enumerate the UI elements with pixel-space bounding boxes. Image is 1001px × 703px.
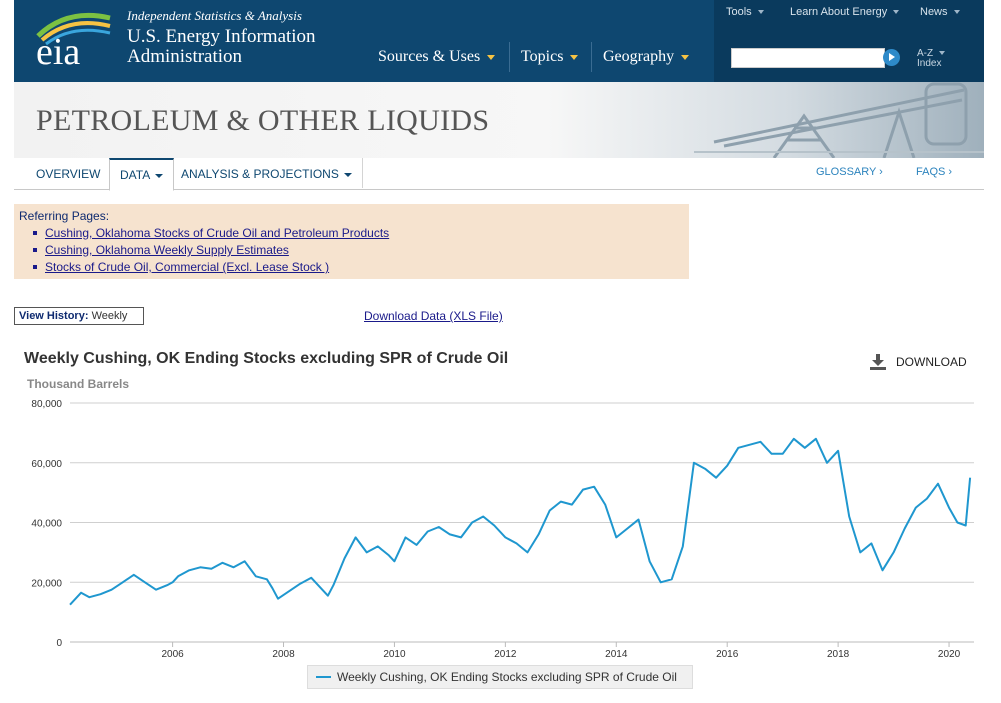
nav-divider bbox=[509, 42, 510, 72]
nav-topics[interactable]: Topics bbox=[521, 48, 579, 66]
utility-bar: Tools Learn About Energy News bbox=[714, 0, 984, 82]
x-tick-label: 2014 bbox=[605, 649, 628, 660]
x-tick-label: 2020 bbox=[938, 649, 961, 660]
download-label: DOWNLOAD bbox=[896, 355, 967, 369]
chevron-down-icon bbox=[681, 54, 690, 60]
org-name-line1: U.S. Energy Information bbox=[127, 26, 316, 47]
referring-link[interactable]: Cushing, Oklahoma Weekly Supply Estimate… bbox=[33, 243, 289, 257]
nav-sources-uses-label: Sources & Uses bbox=[378, 48, 481, 65]
az-index-label[interactable]: Index bbox=[917, 58, 942, 69]
chevron-down-icon bbox=[487, 54, 496, 60]
util-learn-label: Learn About Energy bbox=[790, 6, 888, 18]
util-news-label: News bbox=[920, 6, 948, 18]
x-tick-label: 2016 bbox=[716, 649, 739, 660]
nav-geography[interactable]: Geography bbox=[603, 48, 690, 66]
chevron-down-icon bbox=[953, 10, 960, 15]
tab-overview[interactable]: OVERVIEW bbox=[26, 158, 112, 188]
y-tick-label: 40,000 bbox=[31, 519, 62, 530]
x-tick-label: 2012 bbox=[494, 649, 517, 660]
y-tick-label: 20,000 bbox=[31, 578, 62, 589]
legend-label: Weekly Cushing, OK Ending Stocks excludi… bbox=[337, 670, 677, 684]
series-line bbox=[69, 437, 972, 606]
nav-sources-uses[interactable]: Sources & Uses bbox=[378, 48, 496, 66]
y-tick-label: 80,000 bbox=[31, 399, 62, 410]
view-history-select[interactable]: View History: Weekly bbox=[14, 307, 144, 325]
util-tools-label: Tools bbox=[726, 6, 752, 18]
chevron-down-icon bbox=[893, 10, 900, 15]
view-history-label: View History: bbox=[19, 310, 89, 322]
x-tick-label: 2006 bbox=[161, 649, 184, 660]
pumpjack-image bbox=[694, 82, 984, 158]
tagline: Independent Statistics & Analysis bbox=[127, 8, 302, 23]
az-index-link[interactable]: A-Z bbox=[917, 48, 946, 59]
referring-pages-heading: Referring Pages: bbox=[19, 209, 110, 223]
chevron-down-icon bbox=[939, 51, 946, 56]
chevron-down-icon bbox=[757, 10, 764, 15]
tab-analysis-projections[interactable]: ANALYSIS & PROJECTIONS bbox=[171, 158, 363, 188]
chart-y-label: Thousand Barrels bbox=[27, 377, 130, 391]
x-tick-label: 2008 bbox=[272, 649, 295, 660]
svg-text:eia: eia bbox=[36, 31, 80, 72]
tab-data-label: DATA bbox=[120, 168, 151, 182]
referring-pages-box: Referring Pages: Cushing, Oklahoma Stock… bbox=[14, 204, 689, 279]
site-header: eia Independent Statistics & Analysis U.… bbox=[14, 0, 984, 82]
tab-data[interactable]: DATA bbox=[109, 158, 175, 191]
search-go-button[interactable] bbox=[883, 49, 900, 66]
download-icon bbox=[870, 354, 886, 370]
chevron-down-icon bbox=[343, 172, 352, 177]
glossary-link[interactable]: GLOSSARY › bbox=[816, 166, 883, 178]
tab-analysis-label: ANALYSIS & PROJECTIONS bbox=[181, 167, 339, 181]
legend-swatch bbox=[316, 676, 331, 678]
eia-logo[interactable]: eia bbox=[32, 6, 114, 72]
x-tick-label: 2010 bbox=[383, 649, 406, 660]
az-label: A-Z bbox=[917, 48, 934, 59]
chart-plot: 0 20,000 40,000 60,000 80,000 2006 2008 2010 201… bbox=[31, 399, 974, 660]
faqs-link[interactable]: FAQS › bbox=[916, 166, 953, 178]
nav-topics-label: Topics bbox=[521, 48, 564, 65]
search-input[interactable] bbox=[731, 48, 885, 68]
y-tick-label: 60,000 bbox=[31, 459, 62, 470]
util-learn[interactable]: Learn About Energy bbox=[790, 6, 900, 18]
nav-divider bbox=[591, 42, 592, 72]
referring-link[interactable]: Cushing, Oklahoma Stocks of Crude Oil an… bbox=[32, 226, 390, 240]
chart-title: Weekly Cushing, OK Ending Stocks excludi… bbox=[24, 350, 509, 367]
org-name-line2: Administration bbox=[127, 46, 243, 67]
view-history-value: Weekly bbox=[91, 310, 128, 322]
section-tabs: OVERVIEW DATA ANALYSIS & PROJECTIONS GLO… bbox=[14, 158, 984, 191]
util-tools[interactable]: Tools bbox=[726, 6, 764, 18]
y-tick-label: 0 bbox=[56, 638, 62, 649]
referring-link[interactable]: Stocks of Crude Oil, Commercial (Excl. L… bbox=[32, 260, 330, 274]
chevron-down-icon bbox=[570, 54, 579, 60]
section-title: PETROLEUM & OTHER LIQUIDS bbox=[36, 104, 490, 137]
nav-geography-label: Geography bbox=[603, 48, 675, 65]
chevron-down-icon bbox=[155, 173, 164, 178]
section-banner: PETROLEUM & OTHER LIQUIDS bbox=[14, 82, 984, 158]
tab-overview-label: OVERVIEW bbox=[36, 167, 101, 181]
chart-legend[interactable]: Weekly Cushing, OK Ending Stocks excludi… bbox=[307, 665, 693, 689]
download-data-link[interactable]: Download Data (XLS File) bbox=[364, 309, 503, 323]
x-tick-label: 2018 bbox=[827, 649, 850, 660]
util-news[interactable]: News bbox=[920, 6, 960, 18]
